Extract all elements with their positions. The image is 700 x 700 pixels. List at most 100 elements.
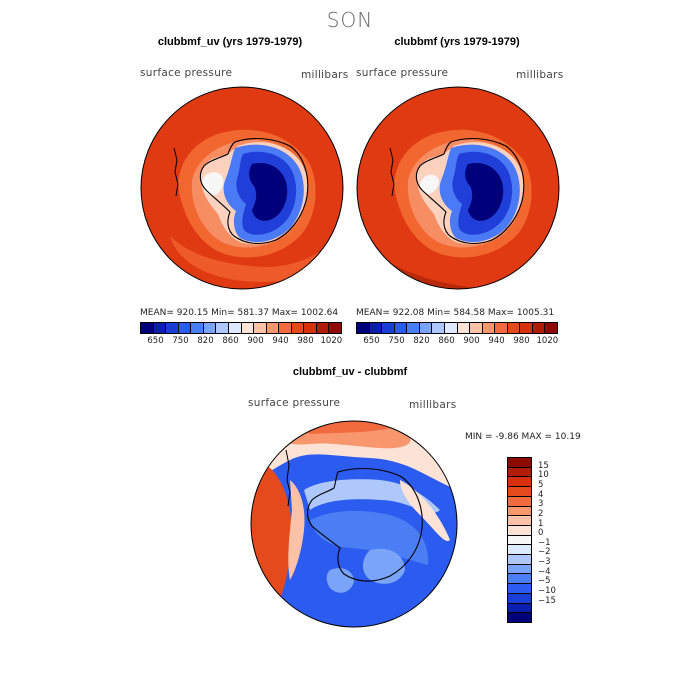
season-title: SON bbox=[326, 8, 374, 32]
colorbar-swatch bbox=[291, 323, 305, 333]
panel-2-title: clubbmf (yrs 1979-1979) bbox=[394, 36, 520, 48]
colorbar-swatch bbox=[304, 323, 317, 333]
diff-colorbar-tick-label: 2 bbox=[538, 508, 544, 519]
peninsula-low bbox=[201, 172, 224, 196]
colorbar-swatch bbox=[203, 323, 217, 333]
colorbar-tick-label: 820 bbox=[197, 336, 214, 346]
colorbar-swatch bbox=[329, 323, 341, 333]
antarctic-plateau-core bbox=[249, 162, 288, 221]
diff-colorbar bbox=[507, 457, 532, 623]
map-boundary bbox=[356, 86, 560, 290]
colorbar-tick-label: 860 bbox=[222, 336, 239, 346]
colorbar-tick-label: 650 bbox=[363, 336, 380, 346]
colorbar-swatch bbox=[507, 323, 521, 333]
diff-panel-minmax: MIN = -9.86 MAX = 10.19 bbox=[465, 432, 581, 442]
colorbar-tick-label: 1020 bbox=[536, 336, 559, 346]
diff-colorbar-swatch bbox=[508, 613, 531, 622]
panel-1-variable-label: surface pressure bbox=[140, 67, 233, 79]
colorbar-swatch bbox=[316, 323, 330, 333]
diff-colorbar-swatch bbox=[508, 458, 531, 468]
peninsula-low bbox=[419, 174, 439, 194]
diff-colorbar-tick-label: 3 bbox=[538, 499, 544, 510]
diff-colorbar-swatch bbox=[508, 603, 531, 614]
colorbar-tick-label: 820 bbox=[413, 336, 430, 346]
colorbar-swatch bbox=[457, 323, 471, 333]
antarctica-coastline bbox=[415, 137, 525, 245]
panel-1-units-label: millibars bbox=[301, 69, 349, 81]
colorbar-tick-label: 750 bbox=[172, 336, 189, 346]
weak-negative-patch-2 bbox=[326, 568, 354, 593]
colorbar-tick-label: 1020 bbox=[320, 336, 343, 346]
colorbar-swatch bbox=[166, 323, 179, 333]
colorbar-swatch bbox=[520, 323, 533, 333]
panel-2-polar-map bbox=[356, 86, 560, 290]
subpolar-trough-band bbox=[170, 236, 338, 282]
diff-colorbar-tick-label: 1 bbox=[538, 518, 544, 529]
colorbar-swatch bbox=[191, 323, 204, 333]
colorbar-tick-label: 980 bbox=[297, 336, 314, 346]
colorbar-swatch bbox=[178, 323, 192, 333]
colorbar-swatch bbox=[279, 323, 292, 333]
colorbar-tick-label: 980 bbox=[513, 336, 530, 346]
diff-colorbar-swatch bbox=[508, 584, 531, 594]
diff-colorbar-swatch bbox=[508, 545, 531, 556]
diff-colorbar-swatch bbox=[508, 564, 531, 575]
panel-2-variable-label: surface pressure bbox=[356, 67, 449, 79]
colorbar-swatch bbox=[444, 323, 458, 333]
diff-colorbar-tick-label: −15 bbox=[538, 595, 556, 606]
colorbar-tick-label: 900 bbox=[463, 336, 480, 346]
diff-colorbar-tick-label: −2 bbox=[538, 547, 551, 558]
diff-colorbar-tick-label: 15 bbox=[538, 460, 549, 471]
diff-colorbar-swatch bbox=[508, 525, 531, 536]
diff-panel-units-label: millibars bbox=[409, 399, 457, 411]
diff-colorbar-tick-label: −4 bbox=[538, 566, 551, 577]
panel-1-polar-map bbox=[140, 86, 344, 290]
colorbar-tick-label: 750 bbox=[388, 336, 405, 346]
colorbar-swatch bbox=[153, 323, 167, 333]
colorbar-swatch bbox=[216, 323, 229, 333]
panel-1-colorbar bbox=[140, 322, 342, 334]
diff-colorbar-swatch bbox=[508, 555, 531, 565]
diff-colorbar-tick-label: −10 bbox=[538, 586, 556, 597]
colorbar-swatch bbox=[482, 323, 496, 333]
positive-difference-region-west bbox=[251, 460, 292, 600]
colorbar-swatch bbox=[532, 323, 546, 333]
diff-colorbar-tick-label: −1 bbox=[538, 537, 551, 548]
diff-panel-variable-label: surface pressure bbox=[248, 397, 341, 409]
colorbar-swatch bbox=[495, 323, 508, 333]
colorbar-tick-label: 860 bbox=[438, 336, 455, 346]
weak-positive-patch-east bbox=[400, 480, 450, 541]
diff-colorbar-swatch bbox=[508, 496, 531, 507]
weak-positive-band bbox=[288, 480, 305, 580]
diff-colorbar-swatch bbox=[508, 574, 531, 585]
colorbar-swatch bbox=[382, 323, 395, 333]
colorbar-swatch bbox=[369, 323, 383, 333]
colorbar-swatch bbox=[228, 323, 242, 333]
colorbar-swatch bbox=[241, 323, 255, 333]
colorbar-tick-label: 940 bbox=[488, 336, 505, 346]
diff-colorbar-tick-label: 4 bbox=[538, 489, 544, 500]
antarctica-coastline bbox=[306, 468, 423, 582]
south-america-coastline bbox=[173, 147, 179, 197]
weak-negative-patch bbox=[362, 548, 405, 584]
colorbar-swatch bbox=[419, 323, 433, 333]
diff-panel-title: clubbmf_uv - clubbmf bbox=[292, 366, 408, 378]
panel-2-units-label: millibars bbox=[516, 69, 564, 81]
panel-2-colorbar bbox=[356, 322, 558, 334]
antarctica-coastline bbox=[199, 137, 309, 245]
south-america-coastline bbox=[285, 449, 291, 507]
south-america-coastline bbox=[389, 147, 395, 197]
diff-colorbar-tick-label: −3 bbox=[538, 557, 551, 568]
colorbar-swatch bbox=[266, 323, 280, 333]
colorbar-tick-label: 650 bbox=[147, 336, 164, 346]
antarctic-plateau-core bbox=[465, 162, 504, 221]
map-boundary bbox=[250, 420, 458, 628]
colorbar-swatch bbox=[407, 323, 420, 333]
diff-panel-polar-map bbox=[250, 420, 458, 628]
diff-colorbar-tick-label: −5 bbox=[538, 576, 551, 587]
diff-colorbar-swatch bbox=[508, 467, 531, 478]
colorbar-swatch bbox=[141, 323, 154, 333]
colorbar-swatch bbox=[357, 323, 370, 333]
colorbar-swatch bbox=[432, 323, 445, 333]
diff-colorbar-swatch bbox=[508, 506, 531, 517]
